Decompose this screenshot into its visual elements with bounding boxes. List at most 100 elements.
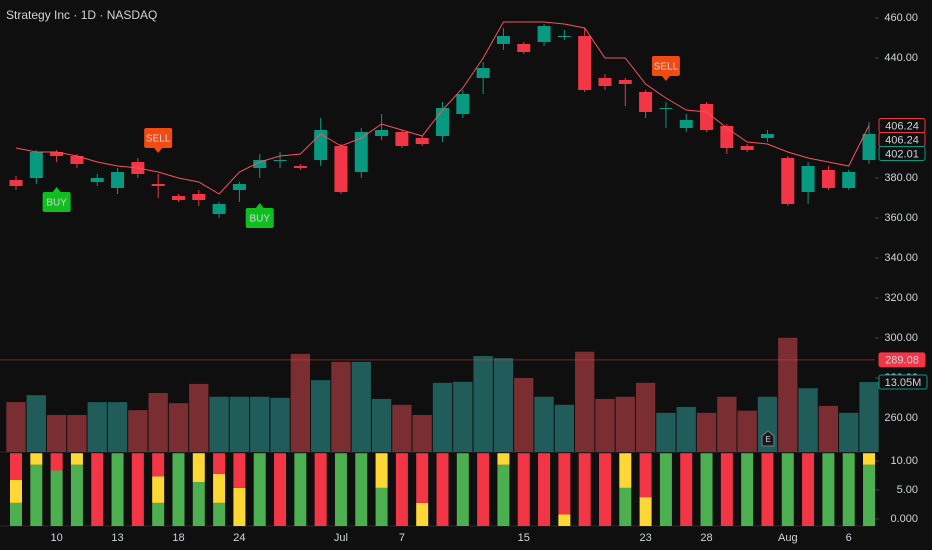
- candle-body: [679, 120, 693, 128]
- signal-badge: [144, 128, 173, 148]
- volume-bar: [453, 381, 473, 452]
- volume-bar: [554, 404, 575, 452]
- oscillator-segment: [192, 453, 205, 483]
- oscillator-segment: [30, 453, 43, 465]
- candle-body: [375, 130, 389, 136]
- chart-title: Strategy Inc · 1D · NASDAQ: [6, 8, 157, 22]
- candle-body: [171, 196, 185, 200]
- signal-label: BUY: [46, 198, 67, 209]
- candle-body: [151, 184, 165, 186]
- signal-pointer: [255, 203, 264, 208]
- candle-body: [598, 78, 612, 86]
- oscillator-segment: [822, 453, 835, 526]
- candle-body: [862, 133, 876, 160]
- candle-body: [334, 146, 348, 192]
- candle-body: [760, 134, 774, 138]
- x-tick-label: 6: [846, 532, 852, 544]
- x-tick-label: 13: [111, 532, 123, 544]
- volume-bar: [534, 396, 554, 452]
- volume-bar: [859, 382, 879, 452]
- y-tick-label: 340.00: [884, 252, 918, 264]
- oscillator-segment: [91, 453, 104, 526]
- price-pane: BUY SELL BUY SELL: [0, 21, 876, 361]
- volume-bar: [575, 351, 595, 452]
- candle-body: [415, 138, 429, 144]
- candle-body: [578, 36, 592, 90]
- oscillator-segment: [598, 453, 611, 526]
- oscillator-segment: [70, 453, 83, 465]
- oscillator-segment: [10, 479, 22, 503]
- y-tick-label: 380.00: [884, 172, 918, 184]
- candle-body: [29, 152, 43, 178]
- candle-body: [537, 26, 551, 42]
- y-tick-label: 10.00: [890, 455, 918, 467]
- oscillator-segment: [761, 453, 774, 526]
- candle-body: [517, 44, 531, 52]
- oscillator-segment: [233, 487, 246, 526]
- candle-body: [496, 36, 510, 44]
- candle-body: [700, 104, 714, 130]
- oscillator-segment: [720, 453, 733, 526]
- oscillator-segment: [802, 453, 815, 526]
- candle-body: [639, 92, 653, 112]
- signal-pointer: [154, 148, 163, 153]
- candle-body: [192, 194, 206, 200]
- earnings-marker: E: [761, 430, 775, 447]
- y-tick-label: 440.00: [884, 52, 918, 64]
- price-tag-label: 406.24: [885, 134, 919, 146]
- oscillator-segment: [131, 453, 144, 526]
- volume-bar: [250, 396, 270, 452]
- oscillator-segment: [700, 453, 713, 526]
- y-tick-label: 260.00: [884, 412, 918, 424]
- volume-bar: [717, 396, 737, 452]
- oscillator-segment: [558, 453, 571, 515]
- oscillator-segment: [436, 453, 449, 526]
- candle-body: [842, 172, 856, 188]
- volume-bar: [696, 412, 717, 452]
- signal-pointer: [52, 187, 61, 192]
- oscillator-segment: [355, 453, 368, 526]
- candle-body: [557, 36, 571, 37]
- x-tick-label: 7: [399, 532, 405, 544]
- oscillator-segment: [30, 464, 43, 526]
- oscillator-segment: [152, 453, 165, 477]
- x-tick-label: 15: [518, 532, 530, 544]
- oscillator-segment: [659, 453, 672, 526]
- oscillator-segment: [639, 497, 652, 526]
- price-tag: [878, 352, 926, 368]
- oscillator-segment: [578, 453, 591, 526]
- volume-pane: [6, 337, 879, 452]
- volume-bar: [148, 393, 168, 452]
- candle-body: [212, 204, 226, 214]
- x-tick-label: Aug: [778, 532, 798, 544]
- volume-bar: [270, 397, 290, 452]
- oscillator-segment: [152, 502, 165, 526]
- signal-pointer: [661, 76, 670, 81]
- candle-body: [111, 172, 125, 188]
- x-tick-label: 28: [700, 532, 712, 544]
- volume-bar: [168, 403, 189, 452]
- candle-body: [781, 158, 795, 204]
- oscillator-segment: [213, 474, 226, 503]
- volume-bar: [26, 395, 46, 452]
- volume-bar: [635, 382, 656, 452]
- oscillator-segment: [558, 514, 571, 526]
- oscillator-segment: [50, 470, 63, 526]
- volume-bar: [392, 404, 412, 452]
- oscillator-segment: [233, 453, 246, 488]
- oscillator-segment: [192, 482, 205, 526]
- candle-body: [740, 146, 754, 150]
- y-tick-label: 5.00: [897, 484, 918, 496]
- oscillator-segment: [456, 453, 469, 526]
- candle-body: [90, 178, 104, 182]
- candle-body: [821, 170, 835, 188]
- oscillator-segment: [294, 453, 307, 526]
- volume-bar: [798, 388, 818, 452]
- volume-bar: [595, 398, 615, 452]
- volume-bar: [128, 410, 148, 452]
- y-tick-label: 300.00: [884, 332, 918, 344]
- volume-bar: [615, 396, 635, 452]
- oscillator-segment: [497, 453, 510, 465]
